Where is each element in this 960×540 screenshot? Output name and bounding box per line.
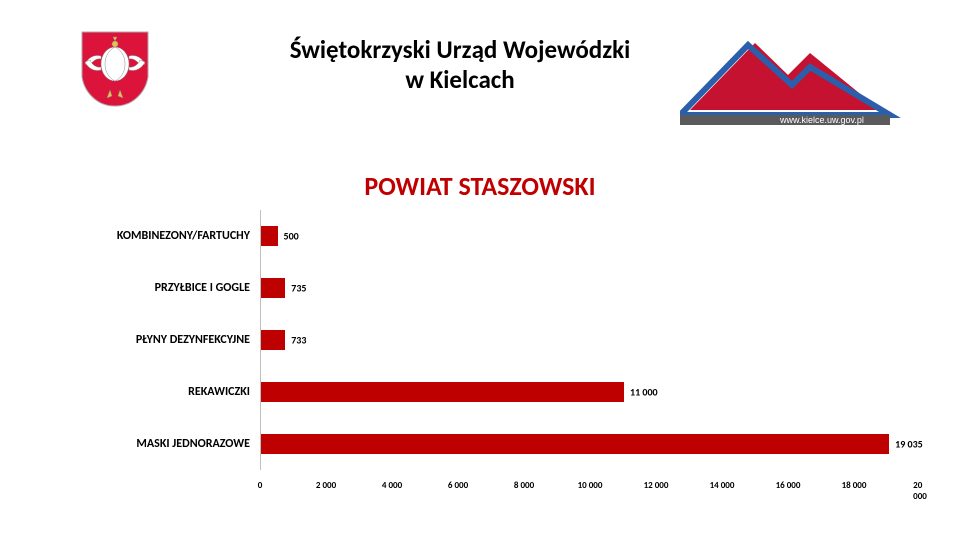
header-title-line1: Świętokrzyski Urząd Wojewódzki (290, 34, 631, 65)
y-axis-label: REKAWICZKI (50, 385, 250, 399)
header: Świętokrzyski Urząd Wojewódzki w Kielcac… (0, 30, 960, 110)
y-axis-label: MASKI JEDNORAZOWE (50, 437, 250, 451)
bar-value-label: 19 035 (895, 438, 923, 451)
website-text: www.kielce.uw.gov.pl (779, 115, 864, 125)
bar-value-label: 735 (291, 282, 306, 295)
y-axis-label: KOMBINEZONY/FARTUCHY (50, 229, 250, 243)
header-title: Świętokrzyski Urząd Wojewódzki w Kielcac… (260, 35, 660, 95)
section-title: POWIAT STASZOWSKI (0, 170, 960, 202)
bar-value-label: 733 (291, 334, 306, 347)
x-axis-tick: 10 000 (578, 480, 603, 491)
coat-of-arms (80, 30, 150, 113)
y-axis-label: PRZYŁBICE I GOGLE (50, 281, 250, 295)
logo-right: www.kielce.uw.gov.pl (680, 35, 950, 130)
bar: 735 (261, 278, 285, 298)
x-axis-tick: 16 000 (776, 480, 801, 491)
bar-value-label: 500 (284, 230, 299, 243)
x-axis-tick: 2 000 (316, 480, 336, 491)
header-title-line2: w Kielcach (405, 64, 514, 95)
bar-value-label: 11 000 (630, 386, 658, 399)
bar: 19 035 (261, 434, 889, 454)
x-axis-tick: 20 000 (913, 480, 927, 502)
x-axis-tick: 14 000 (710, 480, 735, 491)
bar: 500 (261, 226, 278, 246)
x-axis-tick: 12 000 (644, 480, 669, 491)
chart: KOMBINEZONY/FARTUCHY PRZYŁBICE I GOGLE PŁY… (50, 210, 920, 510)
x-axis-tick: 0 (258, 480, 263, 491)
bar: 733 (261, 330, 285, 350)
x-axis-tick: 4 000 (382, 480, 402, 491)
x-axis-tick: 6 000 (448, 480, 468, 491)
y-axis-label: PŁYNY DEZYNFEKCYJNE (50, 333, 250, 347)
x-axis-tick: 8 000 (514, 480, 534, 491)
x-axis-tick: 18 000 (842, 480, 867, 491)
bar: 11 000 (261, 382, 624, 402)
